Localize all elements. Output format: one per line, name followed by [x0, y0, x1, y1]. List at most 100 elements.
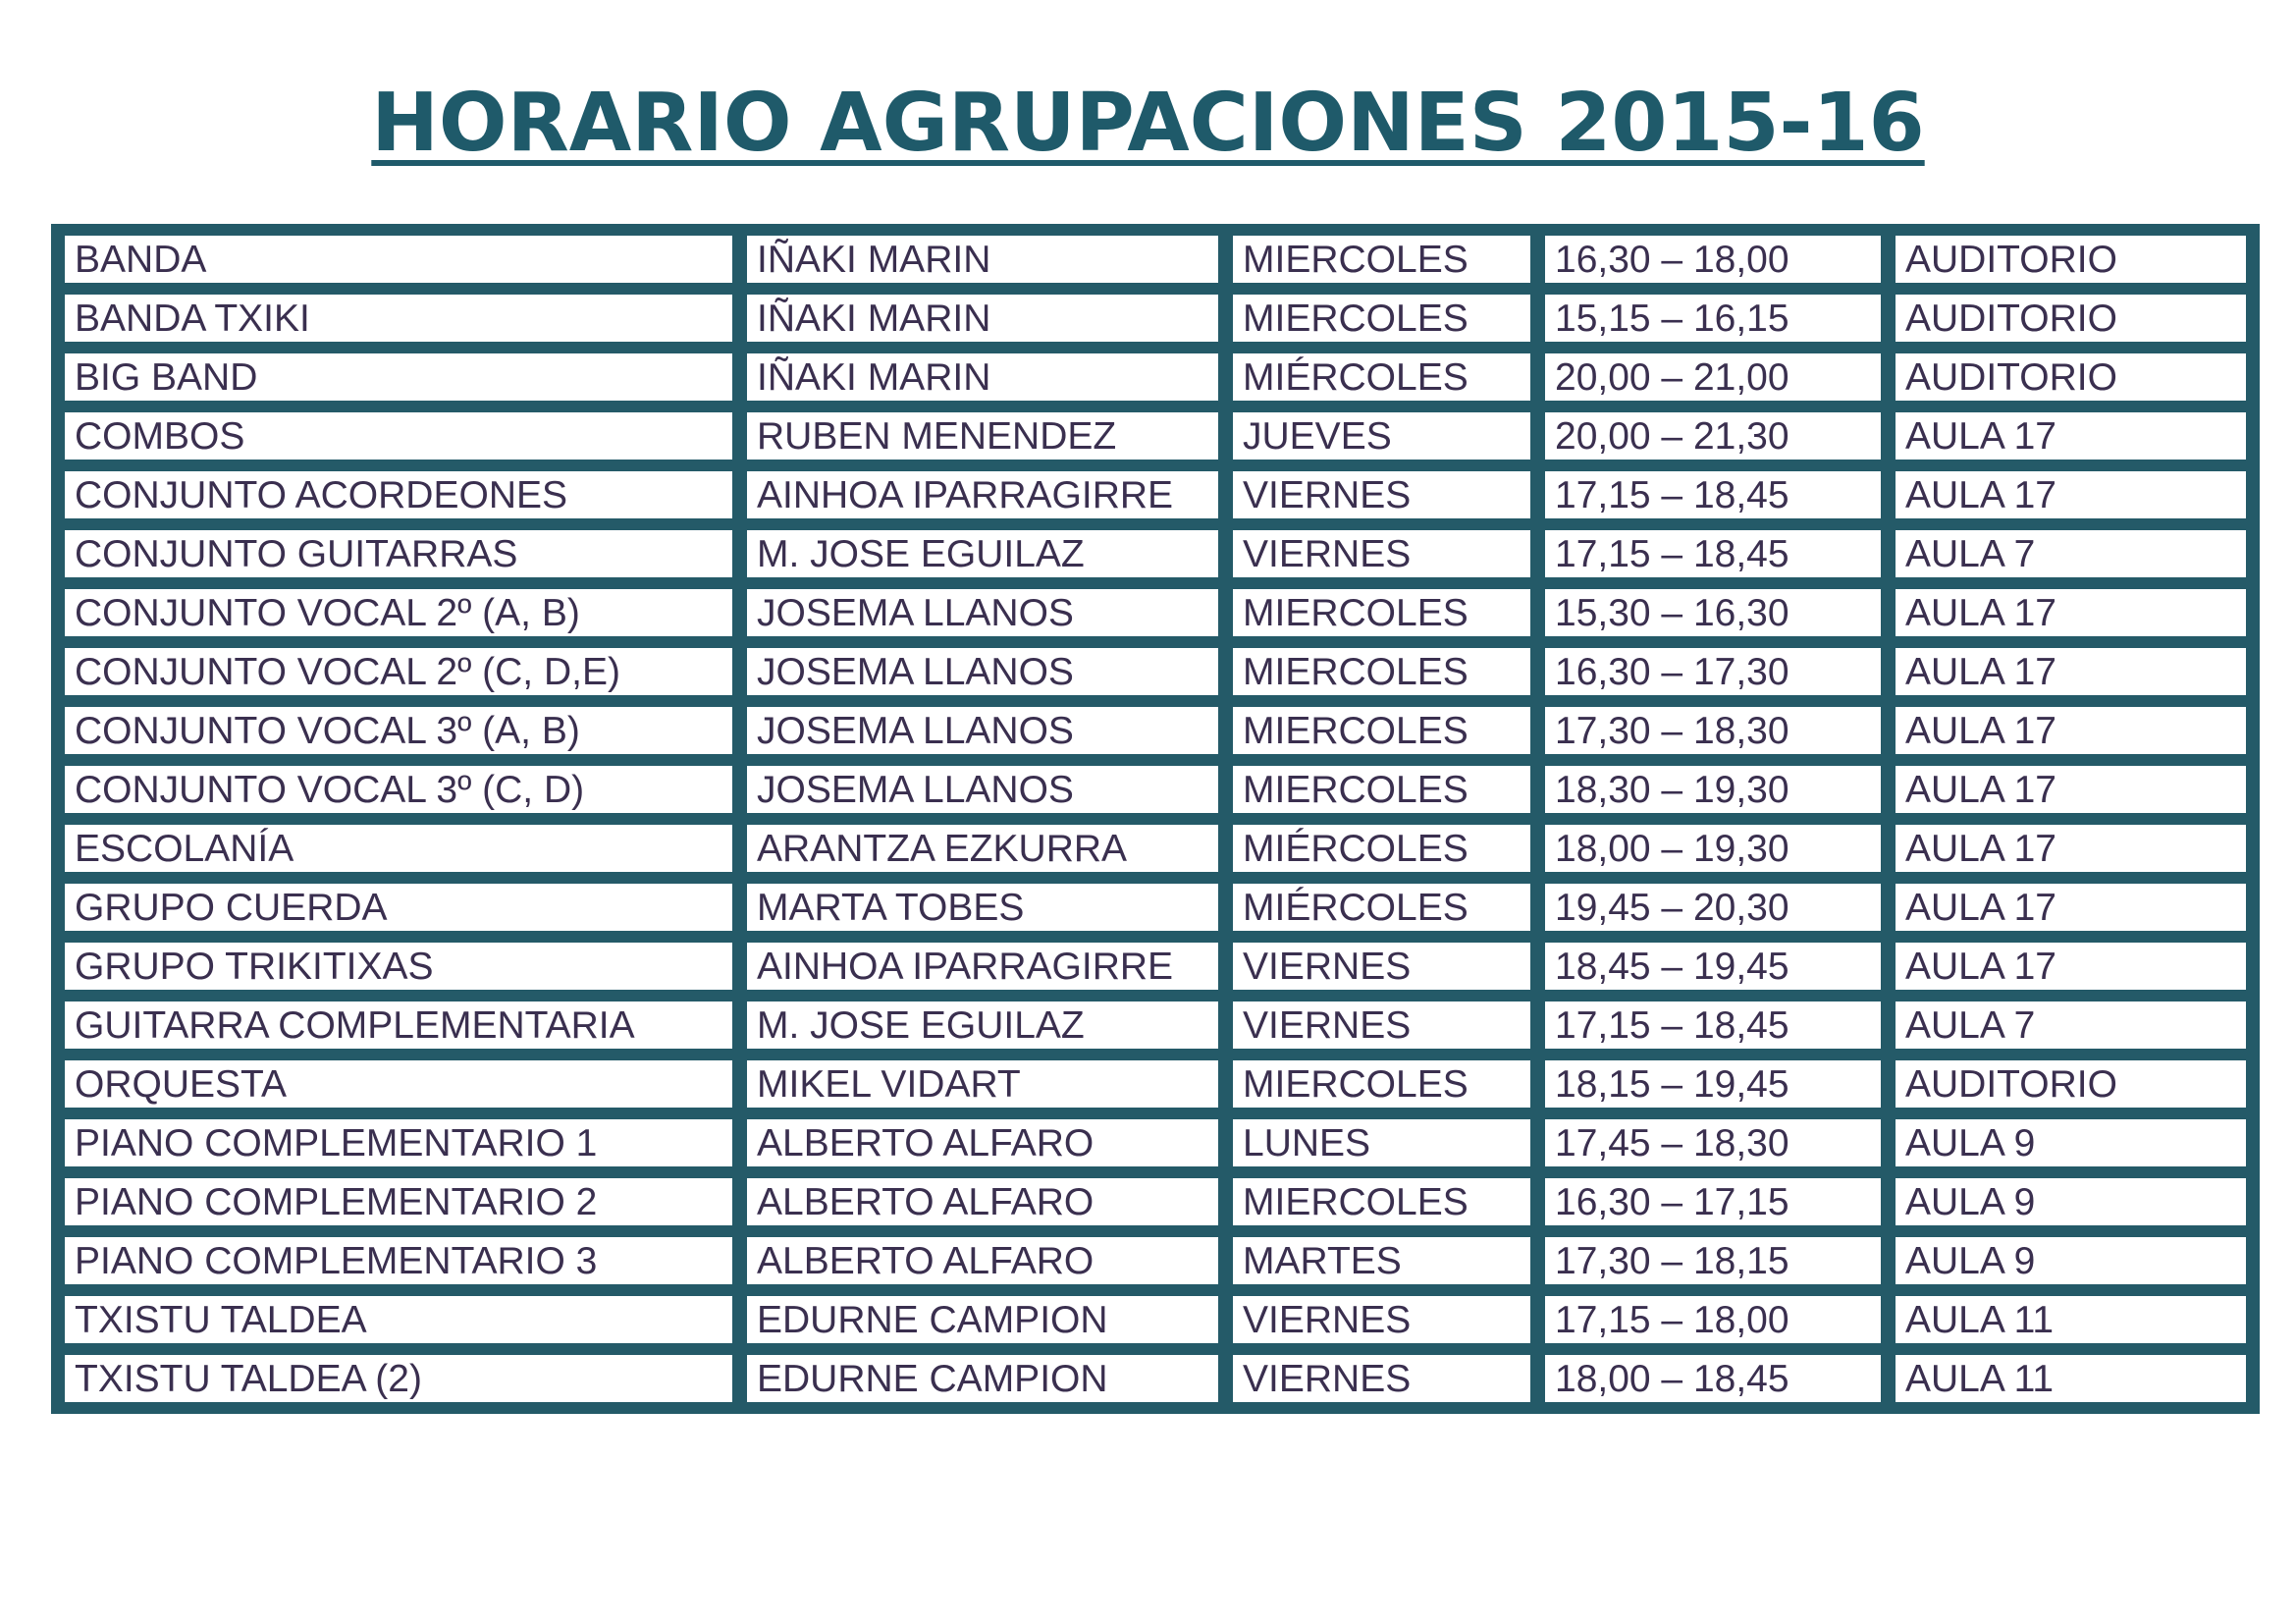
teacher-cell: ALBERTO ALFARO: [747, 1237, 1218, 1284]
time-cell: 17,15 – 18,45: [1545, 471, 1881, 518]
time-cell: 18,30 – 19,30: [1545, 766, 1881, 813]
room-cell: AULA 17: [1896, 471, 2246, 518]
time-cell: 17,15 – 18,00: [1545, 1296, 1881, 1343]
teacher-cell: JOSEMA LLANOS: [747, 766, 1218, 813]
room-cell: AULA 17: [1896, 412, 2246, 460]
time-cell: 17,30 – 18,30: [1545, 707, 1881, 754]
time-cell: 18,00 – 18,45: [1545, 1355, 1881, 1402]
room-cell: AUDITORIO: [1896, 1060, 2246, 1108]
time-cell: 18,45 – 19,45: [1545, 943, 1881, 990]
teacher-cell: JOSEMA LLANOS: [747, 589, 1218, 636]
page-title: HORARIO AGRUPACIONES 2015-16: [0, 77, 2296, 170]
day-cell: MIERCOLES: [1233, 1060, 1530, 1108]
teacher-cell: IÑAKI MARIN: [747, 353, 1218, 401]
room-cell: AUDITORIO: [1896, 353, 2246, 401]
day-cell: MIÉRCOLES: [1233, 884, 1530, 931]
group-cell: PIANO COMPLEMENTARIO 2: [65, 1178, 732, 1225]
teacher-cell: EDURNE CAMPION: [747, 1355, 1218, 1402]
group-cell: ORQUESTA: [65, 1060, 732, 1108]
group-cell: GRUPO TRIKITIXAS: [65, 943, 732, 990]
time-cell: 16,30 – 17,15: [1545, 1178, 1881, 1225]
group-cell: ESCOLANÍA: [65, 825, 732, 872]
teacher-cell: M. JOSE EGUILAZ: [747, 1001, 1218, 1049]
day-cell: MIERCOLES: [1233, 295, 1530, 342]
teacher-cell: JOSEMA LLANOS: [747, 707, 1218, 754]
group-cell: CONJUNTO VOCAL 3º (A, B): [65, 707, 732, 754]
group-cell: BANDA: [65, 236, 732, 283]
room-cell: AULA 17: [1896, 589, 2246, 636]
time-cell: 17,15 – 18,45: [1545, 530, 1881, 577]
schedule-table: BANDA IÑAKI MARIN MIERCOLES 16,30 – 18,00 AU…: [51, 224, 2260, 1414]
room-cell: AULA 9: [1896, 1119, 2246, 1166]
day-cell: MIERCOLES: [1233, 236, 1530, 283]
title-text: HORARIO AGRUPACIONES 2015-16: [371, 77, 1925, 170]
day-cell: JUEVES: [1233, 412, 1530, 460]
room-cell: AUDITORIO: [1896, 236, 2246, 283]
teacher-cell: MARTA TOBES: [747, 884, 1218, 931]
time-cell: 17,30 – 18,15: [1545, 1237, 1881, 1284]
group-cell: BANDA TXIKI: [65, 295, 732, 342]
group-cell: TXISTU TALDEA: [65, 1296, 732, 1343]
time-cell: 15,15 – 16,15: [1545, 295, 1881, 342]
room-cell: AULA 11: [1896, 1296, 2246, 1343]
day-cell: VIERNES: [1233, 1355, 1530, 1402]
teacher-cell: AINHOA IPARRAGIRRE: [747, 943, 1218, 990]
day-cell: MIERCOLES: [1233, 589, 1530, 636]
day-cell: VIERNES: [1233, 1001, 1530, 1049]
day-cell: VIERNES: [1233, 471, 1530, 518]
time-cell: 16,30 – 18,00: [1545, 236, 1881, 283]
day-cell: MIERCOLES: [1233, 707, 1530, 754]
time-cell: 20,00 – 21,30: [1545, 412, 1881, 460]
room-cell: AULA 17: [1896, 943, 2246, 990]
time-cell: 18,00 – 19,30: [1545, 825, 1881, 872]
teacher-cell: ALBERTO ALFARO: [747, 1178, 1218, 1225]
group-cell: CONJUNTO VOCAL 3º (C, D): [65, 766, 732, 813]
group-cell: GUITARRA COMPLEMENTARIA: [65, 1001, 732, 1049]
time-cell: 20,00 – 21,00: [1545, 353, 1881, 401]
room-cell: AULA 17: [1896, 766, 2246, 813]
day-cell: VIERNES: [1233, 943, 1530, 990]
room-cell: AULA 17: [1896, 648, 2246, 695]
group-cell: COMBOS: [65, 412, 732, 460]
teacher-cell: AINHOA IPARRAGIRRE: [747, 471, 1218, 518]
teacher-cell: IÑAKI MARIN: [747, 295, 1218, 342]
room-cell: AULA 7: [1896, 530, 2246, 577]
group-cell: CONJUNTO VOCAL 2º (C, D,E): [65, 648, 732, 695]
group-cell: CONJUNTO VOCAL 2º (A, B): [65, 589, 732, 636]
day-cell: LUNES: [1233, 1119, 1530, 1166]
day-cell: MARTES: [1233, 1237, 1530, 1284]
day-cell: MIERCOLES: [1233, 766, 1530, 813]
group-cell: TXISTU TALDEA (2): [65, 1355, 732, 1402]
time-cell: 18,15 – 19,45: [1545, 1060, 1881, 1108]
time-cell: 17,15 – 18,45: [1545, 1001, 1881, 1049]
teacher-cell: IÑAKI MARIN: [747, 236, 1218, 283]
group-cell: GRUPO CUERDA: [65, 884, 732, 931]
group-cell: PIANO COMPLEMENTARIO 1: [65, 1119, 732, 1166]
teacher-cell: MIKEL VIDART: [747, 1060, 1218, 1108]
room-cell: AULA 17: [1896, 884, 2246, 931]
group-cell: PIANO COMPLEMENTARIO 3: [65, 1237, 732, 1284]
teacher-cell: RUBEN MENENDEZ: [747, 412, 1218, 460]
room-cell: AULA 17: [1896, 825, 2246, 872]
day-cell: VIERNES: [1233, 1296, 1530, 1343]
teacher-cell: EDURNE CAMPION: [747, 1296, 1218, 1343]
day-cell: MIÉRCOLES: [1233, 353, 1530, 401]
day-cell: VIERNES: [1233, 530, 1530, 577]
group-cell: CONJUNTO GUITARRAS: [65, 530, 732, 577]
time-cell: 15,30 – 16,30: [1545, 589, 1881, 636]
teacher-cell: M. JOSE EGUILAZ: [747, 530, 1218, 577]
time-cell: 16,30 – 17,30: [1545, 648, 1881, 695]
room-cell: AULA 9: [1896, 1178, 2246, 1225]
group-cell: BIG BAND: [65, 353, 732, 401]
teacher-cell: ALBERTO ALFARO: [747, 1119, 1218, 1166]
room-cell: AULA 11: [1896, 1355, 2246, 1402]
day-cell: MIERCOLES: [1233, 648, 1530, 695]
day-cell: MIÉRCOLES: [1233, 825, 1530, 872]
room-cell: AULA 7: [1896, 1001, 2246, 1049]
group-cell: CONJUNTO ACORDEONES: [65, 471, 732, 518]
time-cell: 17,45 – 18,30: [1545, 1119, 1881, 1166]
teacher-cell: JOSEMA LLANOS: [747, 648, 1218, 695]
day-cell: MIERCOLES: [1233, 1178, 1530, 1225]
room-cell: AULA 9: [1896, 1237, 2246, 1284]
room-cell: AUDITORIO: [1896, 295, 2246, 342]
